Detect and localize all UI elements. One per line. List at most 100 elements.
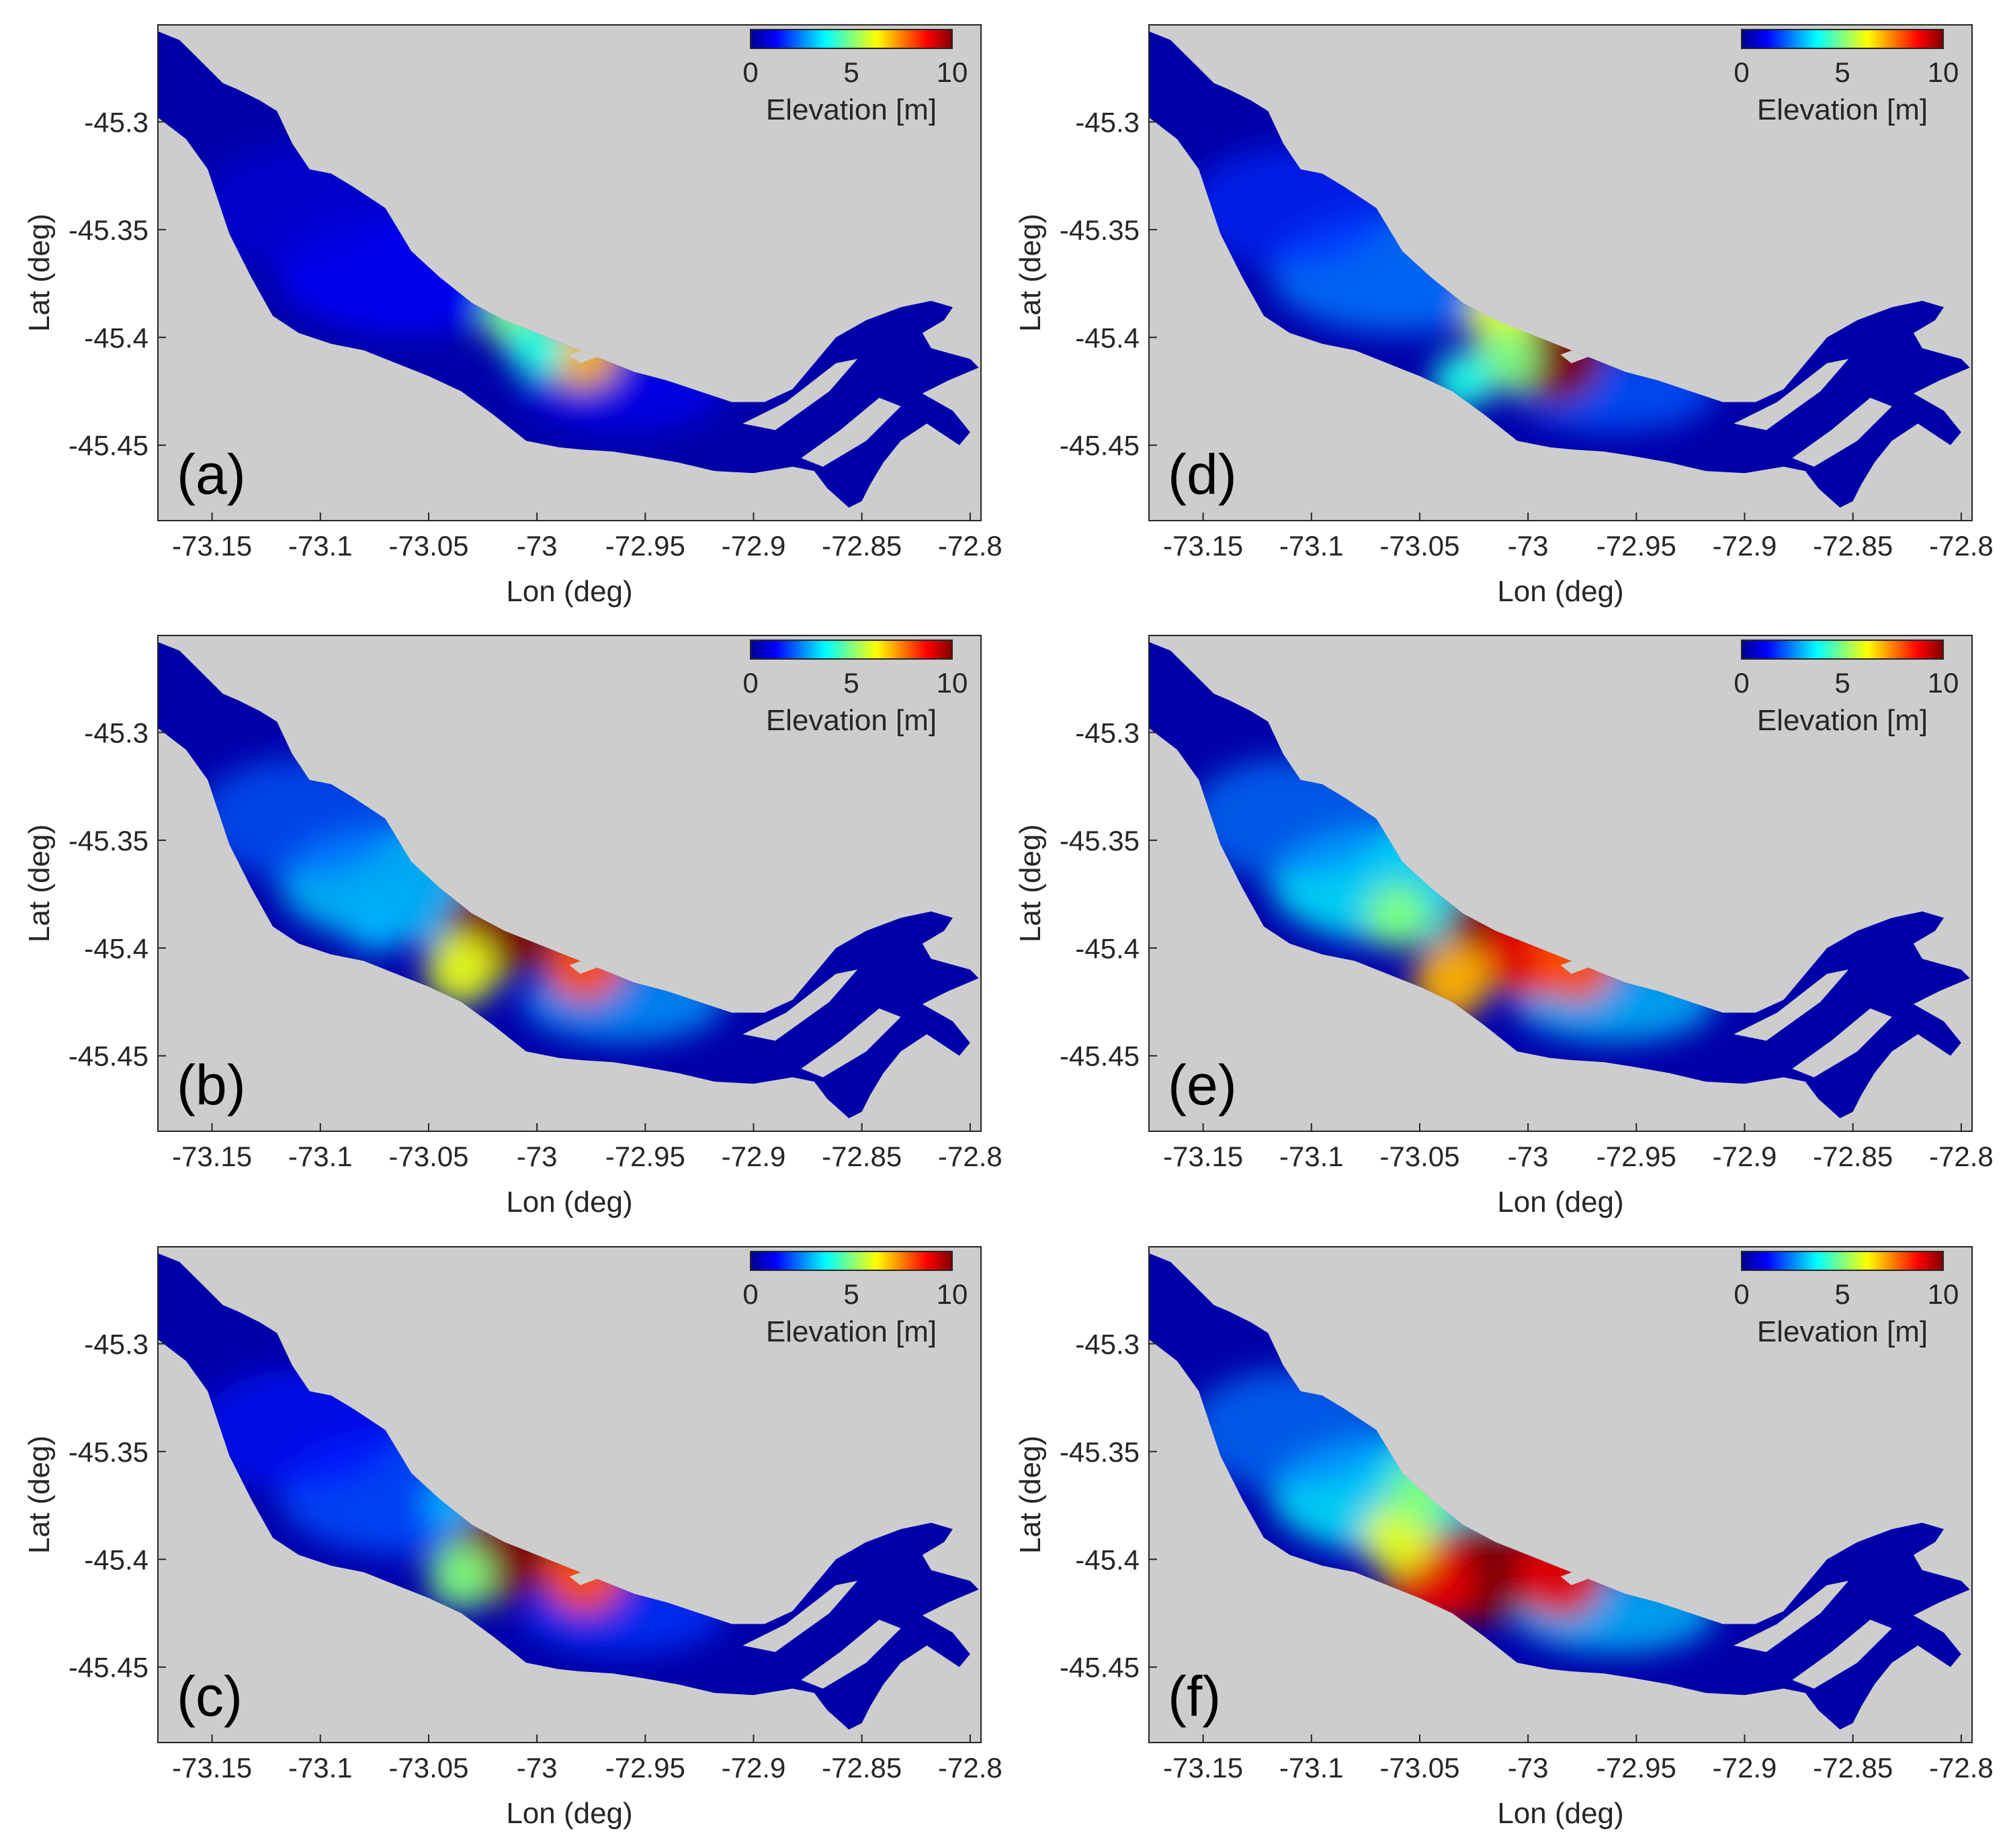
y-tick-label: -45.4 xyxy=(84,1544,148,1575)
y-tick-label: -45.4 xyxy=(1075,932,1140,964)
x-tick-label: -73.1 xyxy=(288,1752,353,1784)
x-tick-label: -73.05 xyxy=(388,530,468,562)
map-panel-a: -73.15 -73.1 -73.05 -73 -72.95 -72.9 -72.85 -72… xyxy=(23,24,1002,608)
x-tick-label: -72.8 xyxy=(938,1752,1002,1784)
x-tick-label: -73.05 xyxy=(1379,1141,1459,1172)
x-axis-label: Lon (deg) xyxy=(506,1797,632,1830)
island-land xyxy=(1734,969,1849,1041)
island-land xyxy=(742,359,858,431)
colorbar-tick-label: 5 xyxy=(1834,667,1850,699)
x-tick-label: -72.85 xyxy=(1813,1752,1893,1784)
x-tick-label: -72.9 xyxy=(722,1752,786,1784)
y-tick-label: -45.45 xyxy=(1060,1652,1140,1683)
x-tick-label: -72.8 xyxy=(1929,1141,1994,1172)
x-tick-label: -72.9 xyxy=(722,530,786,562)
colorbar-gradient xyxy=(750,29,953,49)
y-tick-label: -45.4 xyxy=(1075,322,1140,353)
x-tick-label: -72.95 xyxy=(1596,1752,1676,1784)
map-panel-b: -73.15 -73.1 -73.05 -73 -72.95 -72.9 -72.85 -72… xyxy=(23,635,1002,1219)
x-tick-label: -73 xyxy=(517,530,558,562)
x-tick-label: -73.15 xyxy=(1163,1752,1243,1784)
colorbar-tick-label: 0 xyxy=(742,1278,758,1310)
panel-label: (e) xyxy=(1168,1053,1237,1116)
y-axis-label: Lat (deg) xyxy=(1014,824,1047,942)
colorbar-tick-label: 0 xyxy=(742,56,758,88)
x-tick-label: -73 xyxy=(517,1752,558,1784)
x-tick-label: -72.95 xyxy=(605,530,685,562)
colorbar-tick-label: 5 xyxy=(1834,56,1850,88)
colorbar-label: Elevation [m] xyxy=(1757,93,1928,126)
colorbar-gradient xyxy=(750,640,953,660)
axes-frame xyxy=(1148,635,1973,1132)
x-tick-label: -72.85 xyxy=(822,530,902,562)
x-tick-label: -73.05 xyxy=(388,1752,468,1784)
island-land xyxy=(742,1581,858,1653)
x-tick-label: -72.9 xyxy=(722,1141,786,1172)
x-tick-label: -72.9 xyxy=(1713,1141,1777,1172)
colorbar-tick-label: 10 xyxy=(937,1278,968,1310)
y-tick-label: -45.35 xyxy=(1060,825,1140,856)
colorbar-tick-label: 0 xyxy=(742,667,758,699)
y-axis-label: Lat (deg) xyxy=(23,214,56,332)
x-tick-label: -73.05 xyxy=(388,1141,468,1172)
colorbar-tick-label: 0 xyxy=(1734,56,1749,88)
x-tick-label: -73.05 xyxy=(1379,530,1459,562)
panel-label: (a) xyxy=(177,443,246,506)
axes-frame xyxy=(157,24,982,521)
y-tick-label: -45.45 xyxy=(69,1652,148,1683)
x-tick-label: -72.9 xyxy=(1713,1752,1777,1784)
x-tick-label: -73.1 xyxy=(288,530,353,562)
map-panel-e: -73.15 -73.1 -73.05 -73 -72.95 -72.9 -72.85 -72… xyxy=(1014,635,1994,1219)
island-land xyxy=(742,969,858,1041)
island-land xyxy=(1734,359,1849,431)
y-axis-label: Lat (deg) xyxy=(23,1436,56,1554)
x-tick-label: -73.15 xyxy=(1163,1141,1243,1172)
colorbar-tick-label: 0 xyxy=(1734,667,1749,699)
x-tick-label: -73.15 xyxy=(172,1752,252,1784)
x-tick-label: -73.1 xyxy=(1279,1141,1344,1172)
colorbar-label: Elevation [m] xyxy=(766,704,937,737)
y-tick-label: -45.4 xyxy=(84,322,148,353)
colorbar-tick-label: 5 xyxy=(1834,1278,1850,1310)
elevation-hotspot xyxy=(425,934,497,1006)
y-tick-label: -45.3 xyxy=(84,1328,148,1360)
x-axis-label: Lon (deg) xyxy=(506,575,632,608)
y-tick-label: -45.35 xyxy=(1060,214,1140,246)
x-tick-label: -73 xyxy=(1508,1141,1549,1172)
x-tick-label: -73.1 xyxy=(288,1141,353,1172)
colorbar-gradient xyxy=(1741,640,1944,660)
colorbar-gradient xyxy=(1741,1251,1944,1271)
y-tick-label: -45.45 xyxy=(1060,430,1140,461)
elevation-hotspot xyxy=(347,899,401,953)
island-land xyxy=(1734,1581,1849,1653)
y-tick-label: -45.45 xyxy=(69,430,148,461)
colorbar-label: Elevation [m] xyxy=(766,93,937,126)
colorbar-tick-label: 10 xyxy=(937,667,968,699)
elevation-hotspot xyxy=(1365,883,1431,949)
colorbar-label: Elevation [m] xyxy=(1757,1315,1928,1348)
x-tick-label: -72.85 xyxy=(822,1141,902,1172)
x-tick-label: -73.1 xyxy=(1279,1752,1344,1784)
y-tick-label: -45.3 xyxy=(1075,1328,1140,1360)
x-tick-label: -72.85 xyxy=(822,1752,902,1784)
y-axis-label: Lat (deg) xyxy=(23,824,56,942)
x-tick-label: -72.8 xyxy=(1929,530,1994,562)
x-tick-label: -73.15 xyxy=(172,1141,252,1172)
x-tick-label: -73 xyxy=(1508,1752,1549,1784)
axes-frame xyxy=(1148,24,1973,521)
y-tick-label: -45.3 xyxy=(1075,106,1140,138)
x-axis-label: Lon (deg) xyxy=(1497,575,1623,608)
x-tick-label: -73.05 xyxy=(1379,1752,1459,1784)
axes-frame xyxy=(157,1246,982,1743)
y-tick-label: -45.3 xyxy=(1075,717,1140,748)
colorbar-gradient xyxy=(1741,29,1944,49)
x-tick-label: -72.8 xyxy=(938,1141,1002,1172)
colorbar-tick-label: 5 xyxy=(843,667,859,699)
panel-label: (b) xyxy=(177,1053,246,1116)
x-tick-label: -72.95 xyxy=(1596,1141,1676,1172)
colorbar-tick-label: 0 xyxy=(1734,1278,1749,1310)
